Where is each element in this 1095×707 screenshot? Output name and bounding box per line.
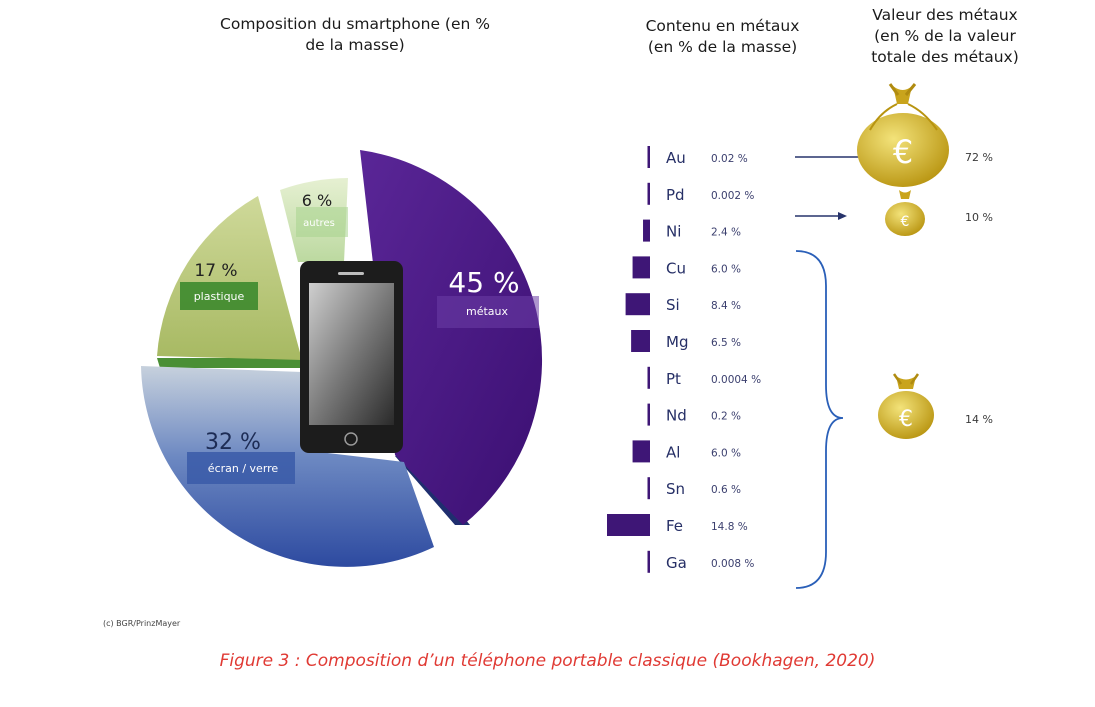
money-bag-icon-pd: € bbox=[885, 190, 925, 236]
metal-value-nd: 0.2 % bbox=[711, 411, 741, 423]
pie-label-plastique: plastique bbox=[194, 290, 245, 303]
metal-category-al: Al bbox=[666, 443, 680, 461]
money-bag-icon-others: € bbox=[878, 373, 934, 439]
metal-category-mg: Mg bbox=[666, 333, 688, 351]
pie-value-ecran-verre: 32 % bbox=[205, 430, 261, 455]
arrow-icon-pd bbox=[795, 212, 847, 220]
metal-value-si: 8.4 % bbox=[711, 300, 741, 312]
value-label-pd: 10 % bbox=[965, 211, 993, 224]
value-title-line-3: totale des métaux) bbox=[871, 48, 1019, 66]
euro-symbol-others: € bbox=[899, 407, 913, 432]
pie-value-metaux: 45 % bbox=[448, 266, 519, 299]
metal-value-au: 0.02 % bbox=[711, 153, 748, 165]
pie-value-autres: 6 % bbox=[302, 191, 332, 210]
ecran-label-box bbox=[187, 452, 295, 484]
metal-value-al: 6.0 % bbox=[711, 447, 741, 459]
metal-category-fe: Fe bbox=[666, 517, 683, 535]
metal-value-fe: 14.8 % bbox=[711, 521, 748, 533]
metal-title-line-2: (en % de la masse) bbox=[647, 38, 798, 56]
pie-title-line-1: Composition du smartphone (en % bbox=[220, 15, 490, 33]
metal-bar-sn bbox=[647, 477, 650, 500]
value-chart-title: Valeur des métaux (en % de la valeur tot… bbox=[845, 5, 1045, 68]
money-bag-icon-au: € bbox=[857, 83, 949, 187]
metal-bar-cu bbox=[632, 256, 650, 279]
metaux-label-box bbox=[437, 296, 539, 328]
metal-category-ga: Ga bbox=[666, 554, 687, 572]
value-title-line-1: Valeur des métaux bbox=[872, 6, 1018, 24]
figure-caption: Figure 3 : Composition d’un téléphone po… bbox=[219, 651, 876, 671]
autres-label-box bbox=[296, 207, 348, 237]
plastic-slice-edge bbox=[157, 358, 300, 368]
euro-symbol-pd: € bbox=[901, 214, 910, 230]
phone-screen bbox=[309, 283, 394, 425]
pie-slice-metaux bbox=[360, 150, 543, 525]
phone-home-button bbox=[344, 432, 358, 446]
metal-bar-si bbox=[625, 293, 650, 316]
metal-category-sn: Sn bbox=[666, 480, 685, 498]
metal-value-pd: 0.002 % bbox=[711, 190, 754, 202]
metal-bar-fe bbox=[607, 514, 650, 536]
metal-bar-pd bbox=[647, 182, 650, 205]
image-credit: (c) BGR/PrinzMayer bbox=[103, 619, 181, 628]
pie-title-line-2: de la masse) bbox=[305, 36, 405, 54]
metal-category-pt: Pt bbox=[666, 370, 681, 388]
value-label-others: 14 % bbox=[965, 413, 993, 426]
metal-category-au: Au bbox=[666, 149, 686, 167]
metal-value-ga: 0.008 % bbox=[711, 558, 754, 570]
metal-bar-au bbox=[647, 146, 650, 168]
pie-label-autres: autres bbox=[303, 218, 335, 229]
metal-category-ni: Ni bbox=[666, 223, 681, 241]
metal-bars-group: Au 0.02 % Pd 0.002 % Ni 2.4 % Cu 6.0 % Si 8.4 % Mg… bbox=[607, 146, 761, 573]
metal-bar-ni bbox=[643, 219, 650, 242]
plastique-label-box bbox=[180, 282, 258, 310]
metal-value-pt: 0.0004 % bbox=[711, 374, 761, 386]
metal-bar-pt bbox=[647, 366, 650, 389]
metal-category-cu: Cu bbox=[666, 259, 686, 277]
pie-label-ecran-verre: écran / verre bbox=[208, 462, 279, 475]
metal-value-ni: 2.4 % bbox=[711, 227, 741, 239]
metal-category-si: Si bbox=[666, 296, 680, 314]
metal-chart-title: Contenu en métaux (en % de la masse) bbox=[610, 16, 835, 58]
pie-value-plastique: 17 % bbox=[194, 261, 237, 281]
pie-chart-title: Composition du smartphone (en % de la ma… bbox=[200, 14, 510, 56]
metal-value-cu: 6.0 % bbox=[711, 263, 741, 275]
metal-bar-al bbox=[632, 440, 650, 463]
euro-symbol-au: € bbox=[893, 133, 913, 171]
value-title-line-2: (en % de la valeur bbox=[874, 27, 1016, 45]
metal-category-nd: Nd bbox=[666, 407, 687, 425]
brace-icon bbox=[795, 250, 844, 589]
pie-label-metaux: métaux bbox=[466, 305, 509, 318]
metal-bar-mg bbox=[631, 330, 650, 352]
metal-bar-nd bbox=[647, 403, 650, 426]
pie-slice-plastique bbox=[157, 196, 302, 360]
value-label-au: 72 % bbox=[965, 151, 993, 164]
metal-category-pd: Pd bbox=[666, 186, 685, 204]
metal-bar-ga bbox=[647, 550, 650, 573]
metal-title-line-1: Contenu en métaux bbox=[645, 17, 800, 35]
metal-value-sn: 0.6 % bbox=[711, 484, 741, 496]
phone-speaker bbox=[338, 272, 364, 275]
metal-value-mg: 6.5 % bbox=[711, 337, 741, 349]
